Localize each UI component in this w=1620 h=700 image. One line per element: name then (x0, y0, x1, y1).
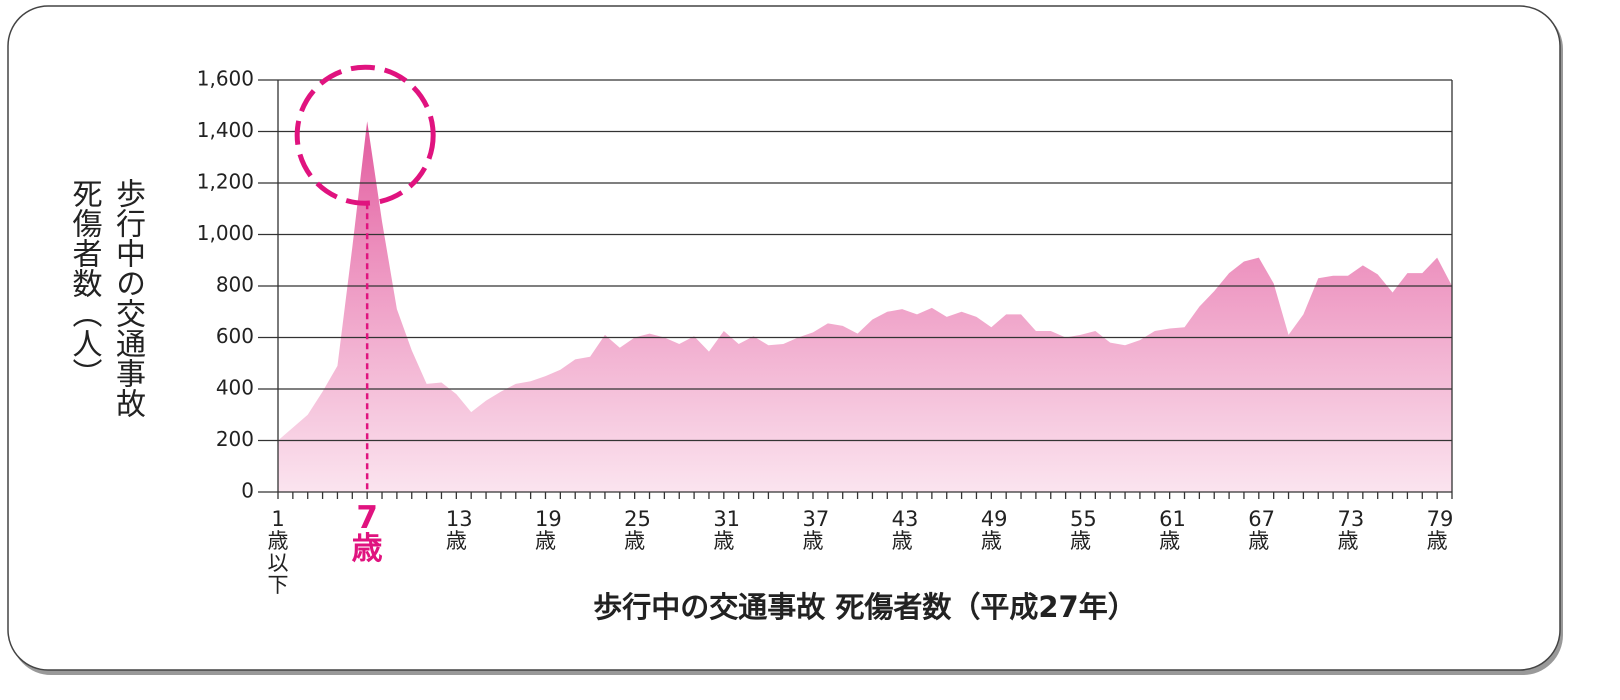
y-tick-label: 1,200 (197, 170, 254, 194)
x-tick-label: 43歳 (891, 507, 919, 554)
highlight-circle (294, 64, 436, 206)
y-axis-label-line: 歩行中の交通事故 (110, 178, 145, 418)
x-tick-label: 73歳 (1337, 507, 1365, 554)
x-tick-label: 19歳 (534, 507, 562, 554)
x-tick-label: 37歳 (802, 507, 830, 554)
y-axis-label-line: 死傷者数（人） (66, 178, 102, 388)
y-tick-label: 1,600 (197, 67, 254, 91)
chart-title: 歩行中の交通事故 死傷者数（平成27年） (593, 590, 1137, 624)
y-tick-label: 800 (216, 273, 254, 297)
y-axis-label: 歩行中の交通事故 死傷者数（人） (62, 178, 149, 418)
x-tick-label: 67歳 (1248, 507, 1276, 554)
x-tick-label: 49歳 (980, 507, 1008, 554)
y-tick-label: 1,400 (197, 118, 254, 142)
x-tick-label: 13歳 (445, 507, 473, 554)
y-tick-label: 1,000 (197, 221, 254, 245)
y-tick-label: 600 (216, 324, 254, 348)
x-tick-label: 55歳 (1069, 507, 1097, 554)
x-tick-label: 79歳 (1426, 507, 1454, 554)
x-tick-label: 1歳以下 (267, 507, 289, 598)
x-tick-label: 61歳 (1159, 507, 1186, 554)
y-tick-label: 400 (216, 376, 254, 400)
x-tick-label: 31歳 (713, 507, 741, 554)
y-tick-label: 0 (241, 479, 254, 503)
area (278, 121, 1452, 492)
y-tick-label: 200 (216, 427, 254, 451)
x-tick-label: 7歳 (351, 500, 383, 567)
x-tick-label: 25歳 (624, 507, 651, 554)
